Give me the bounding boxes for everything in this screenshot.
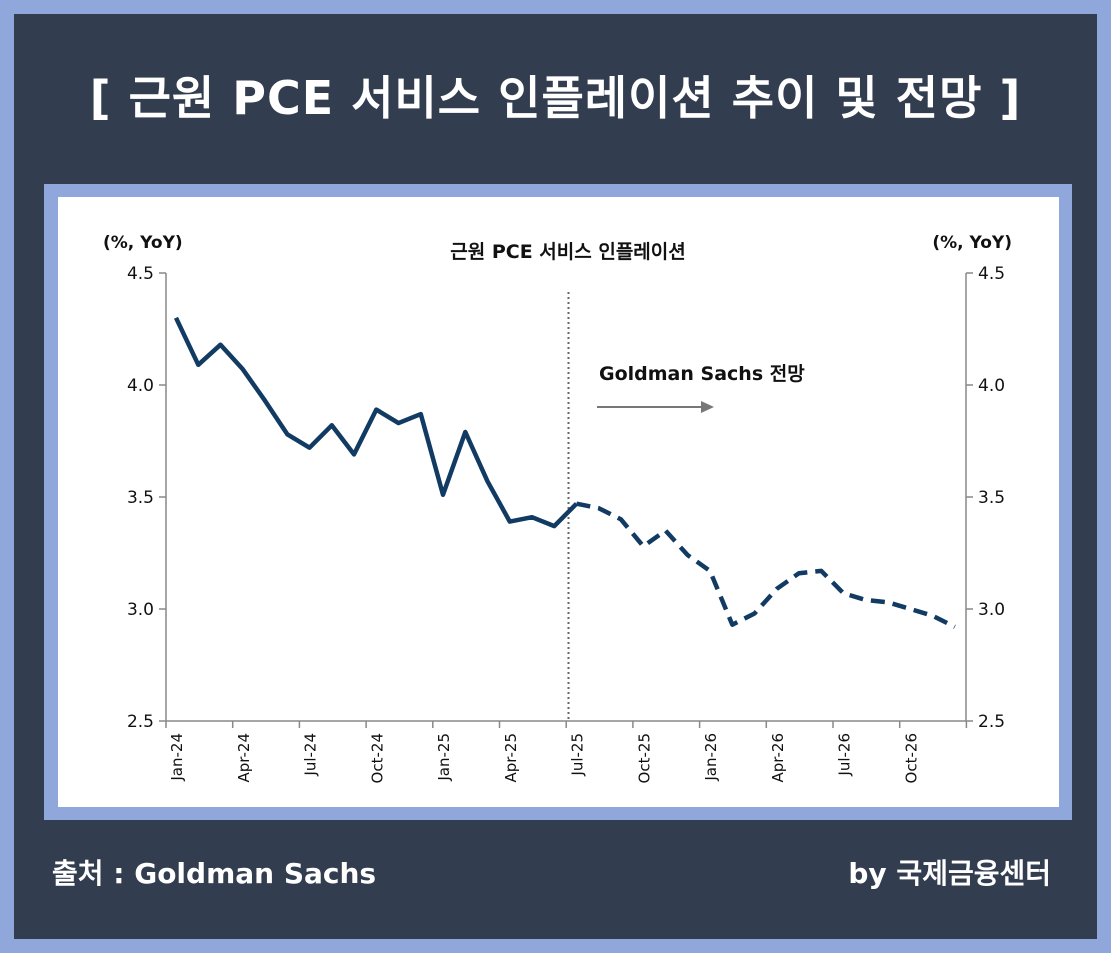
- chart-area: [58, 197, 1059, 807]
- x-tick-label: Apr-25: [502, 733, 520, 783]
- y-tick-label-right: 2.5: [978, 712, 1005, 732]
- page-title: [ 근원 PCE 서비스 인플레이션 추이 및 전망 ]: [89, 71, 1022, 125]
- source-note: 출처 : Goldman Sachs: [52, 857, 377, 890]
- y-tick-label-right: 4.5: [978, 264, 1005, 284]
- y-axis-label-left: (%, YoY): [103, 233, 183, 253]
- chart-title: 근원 PCE 서비스 인플레이션: [450, 241, 686, 263]
- y-tick-label-right: 3.0: [978, 600, 1005, 620]
- x-tick-label: Apr-24: [235, 733, 253, 783]
- y-tick-label-right: 4.0: [978, 376, 1005, 396]
- y-tick-label-left: 3.5: [127, 488, 154, 508]
- credit-note: by 국제금융센터: [848, 857, 1051, 890]
- y-tick-label-left: 4.0: [127, 376, 154, 396]
- y-tick-label-left: 4.5: [127, 264, 154, 284]
- forecast-series-line: [576, 501, 956, 629]
- forecast-arrow: [597, 401, 714, 413]
- x-tick-label: Oct-25: [635, 733, 653, 783]
- x-tick-label: Apr-26: [769, 733, 787, 783]
- x-tick-label: Jan-25: [435, 733, 453, 782]
- forecast-annotation: Goldman Sachs 전망: [599, 363, 805, 385]
- y-tick-label-left: 2.5: [127, 712, 154, 732]
- y-axis-label-right: (%, YoY): [932, 233, 1012, 253]
- y-tick-label-right: 3.5: [978, 488, 1005, 508]
- x-tick-label: Oct-26: [902, 733, 920, 783]
- x-tick-label: Jul-25: [569, 733, 587, 777]
- x-tick-label: Jul-26: [836, 733, 854, 777]
- y-tick-label-left: 3.0: [127, 600, 154, 620]
- x-tick-label: Oct-24: [368, 733, 386, 783]
- actual-series-line: [173, 316, 579, 529]
- x-tick-label: Jan-26: [702, 733, 720, 782]
- x-tick-label: Jul-24: [302, 733, 320, 777]
- x-tick-label: Jan-24: [168, 733, 186, 782]
